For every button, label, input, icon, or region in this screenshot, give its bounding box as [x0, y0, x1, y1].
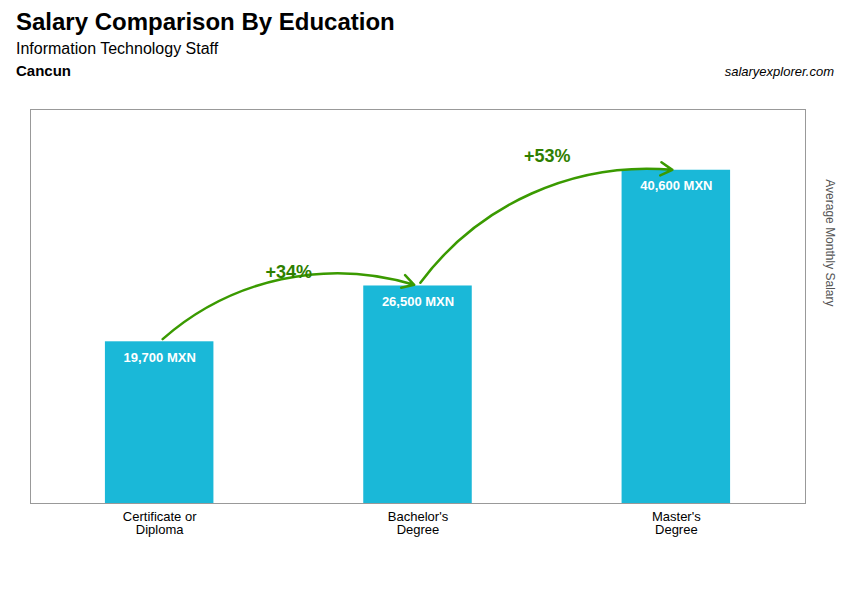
svg-text:26,500 MXN: 26,500 MXN [382, 294, 454, 309]
html-text:Cancun: Cancun [16, 62, 71, 79]
svg-text:19,700 MXN: 19,700 MXN [124, 350, 196, 365]
svg-text:Master'sDegree: Master'sDegree [652, 509, 701, 537]
svg-text:Average Monthly Salary: Average Monthly Salary [823, 179, 837, 306]
svg-text:Bachelor'sDegree: Bachelor'sDegree [388, 509, 449, 537]
svg-text:+34%: +34% [266, 262, 313, 282]
svg-text:Certificate orDiploma: Certificate orDiploma [123, 509, 197, 537]
svg-text:+53%: +53% [524, 146, 571, 166]
html-text:Salary Comparison By Education: Salary Comparison By Education [16, 8, 395, 35]
html-text:Information Technology Staff: Information Technology Staff [16, 40, 219, 57]
html-text:salaryexplorer.com: salaryexplorer.com [724, 64, 834, 79]
svg-text:40,600 MXN: 40,600 MXN [640, 178, 712, 193]
